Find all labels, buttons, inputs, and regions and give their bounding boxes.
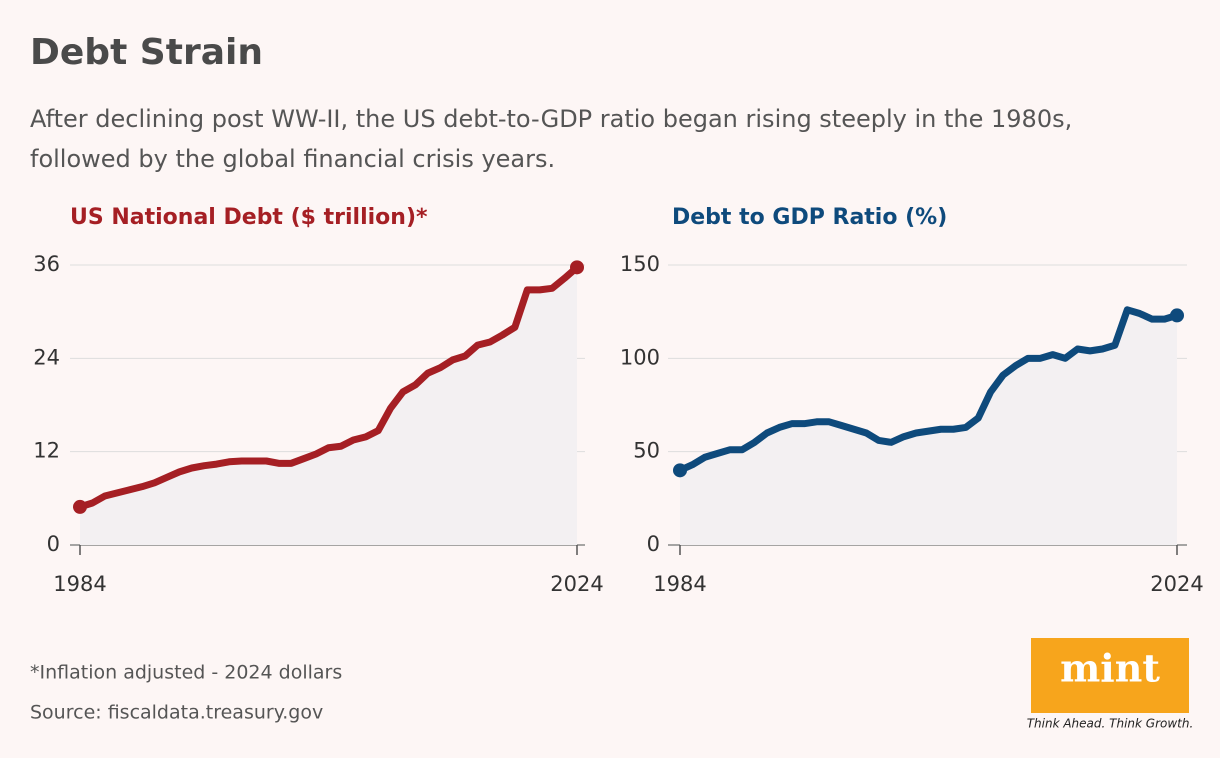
y-tick-label: 24 (33, 345, 60, 369)
chart-title: Debt to GDP Ratio (%) (672, 205, 947, 230)
y-tick-label: 100 (620, 345, 660, 369)
title: Debt Strain (30, 32, 263, 73)
end-dot (673, 463, 687, 478)
chart-title: US National Debt ($ trillion)* (70, 205, 428, 230)
logo-tagline: Think Ahead. Think Growth. (1027, 717, 1194, 731)
y-tick-label: 50 (633, 439, 660, 463)
logo-box (1031, 638, 1189, 713)
y-tick-label: 0 (47, 532, 60, 556)
line (676, 306, 1181, 474)
logo: mint (1060, 646, 1160, 691)
y-tick-label: 0 (647, 532, 660, 556)
subtitle: After declining post WW-II, the US debt-… (30, 105, 1072, 133)
y-tick-label: 150 (620, 252, 660, 276)
source: Source: fiscaldata.treasury.gov (30, 702, 323, 724)
footnote: *Inflation adjusted - 2024 dollars (30, 662, 342, 684)
area (680, 309, 1177, 545)
x-tick-label: 1984 (653, 572, 706, 596)
end-dot (570, 260, 584, 275)
x-tick-label: 1984 (53, 572, 106, 596)
x-tick-label: 2024 (1150, 572, 1203, 596)
y-tick-label: 36 (33, 252, 60, 276)
subtitle: followed by the global financial crisis … (30, 145, 555, 173)
end-dot (73, 499, 87, 514)
line (76, 263, 581, 511)
y-tick-label: 12 (33, 439, 60, 463)
area (80, 267, 577, 545)
end-dot (1170, 308, 1184, 323)
x-tick-label: 2024 (550, 572, 603, 596)
